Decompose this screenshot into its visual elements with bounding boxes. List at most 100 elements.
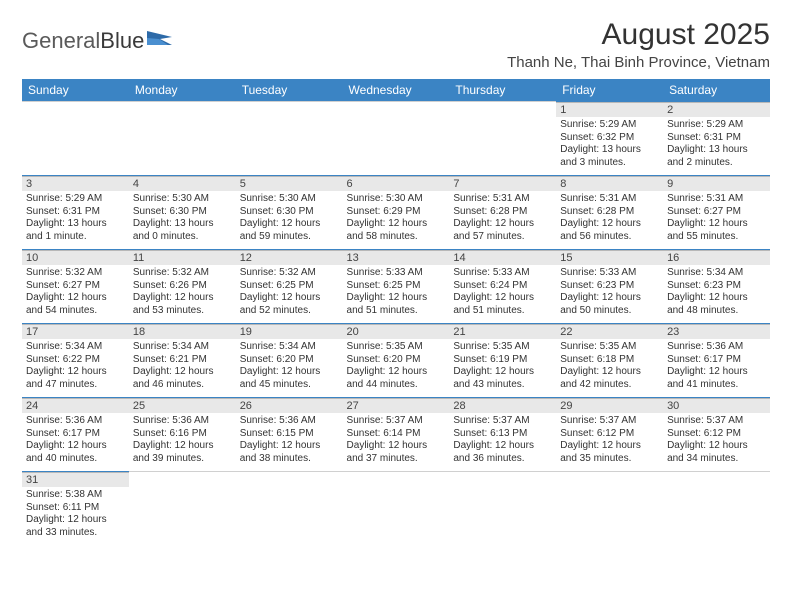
- calendar-day-cell: 18Sunrise: 5:34 AMSunset: 6:21 PMDayligh…: [129, 323, 236, 397]
- daylight2-text: and 35 minutes.: [560, 453, 659, 466]
- calendar-table: SundayMondayTuesdayWednesdayThursdayFrid…: [22, 79, 770, 551]
- calendar-day-cell: [236, 471, 343, 551]
- calendar-week-row: 17Sunrise: 5:34 AMSunset: 6:22 PMDayligh…: [22, 323, 770, 397]
- sunset-text: Sunset: 6:23 PM: [667, 280, 766, 293]
- sunrise-text: Sunrise: 5:33 AM: [347, 267, 446, 280]
- daylight1-text: Daylight: 12 hours: [667, 292, 766, 305]
- daylight2-text: and 59 minutes.: [240, 231, 339, 244]
- sunrise-text: Sunrise: 5:34 AM: [26, 341, 125, 354]
- sunset-text: Sunset: 6:22 PM: [26, 354, 125, 367]
- daylight2-text: and 43 minutes.: [453, 379, 552, 392]
- sunrise-text: Sunrise: 5:37 AM: [453, 415, 552, 428]
- title-block: August 2025 Thanh Ne, Thai Binh Province…: [507, 18, 770, 71]
- daylight1-text: Daylight: 12 hours: [240, 366, 339, 379]
- sunset-text: Sunset: 6:12 PM: [560, 428, 659, 441]
- daylight2-text: and 45 minutes.: [240, 379, 339, 392]
- daylight2-text: and 2 minutes.: [667, 157, 766, 170]
- sunrise-text: Sunrise: 5:32 AM: [133, 267, 232, 280]
- day-number: 1: [556, 102, 663, 117]
- calendar-week-row: 31Sunrise: 5:38 AMSunset: 6:11 PMDayligh…: [22, 471, 770, 551]
- calendar-day-cell: 3Sunrise: 5:29 AMSunset: 6:31 PMDaylight…: [22, 175, 129, 249]
- sunrise-text: Sunrise: 5:37 AM: [347, 415, 446, 428]
- sunset-text: Sunset: 6:20 PM: [240, 354, 339, 367]
- calendar-day-cell: 12Sunrise: 5:32 AMSunset: 6:25 PMDayligh…: [236, 249, 343, 323]
- daylight1-text: Daylight: 12 hours: [347, 218, 446, 231]
- daylight2-text: and 55 minutes.: [667, 231, 766, 244]
- sunset-text: Sunset: 6:18 PM: [560, 354, 659, 367]
- daylight1-text: Daylight: 12 hours: [453, 366, 552, 379]
- sunset-text: Sunset: 6:14 PM: [347, 428, 446, 441]
- daylight1-text: Daylight: 12 hours: [560, 292, 659, 305]
- daylight2-text: and 3 minutes.: [560, 157, 659, 170]
- daylight2-text: and 57 minutes.: [453, 231, 552, 244]
- daylight2-text: and 53 minutes.: [133, 305, 232, 318]
- calendar-day-cell: [343, 471, 450, 551]
- sunrise-text: Sunrise: 5:35 AM: [347, 341, 446, 354]
- daylight1-text: Daylight: 12 hours: [453, 292, 552, 305]
- daylight1-text: Daylight: 12 hours: [133, 366, 232, 379]
- day-number: 25: [129, 398, 236, 413]
- calendar-day-cell: 27Sunrise: 5:37 AMSunset: 6:14 PMDayligh…: [343, 397, 450, 471]
- daylight2-text: and 39 minutes.: [133, 453, 232, 466]
- calendar-day-cell: 2Sunrise: 5:29 AMSunset: 6:31 PMDaylight…: [663, 101, 770, 175]
- daylight1-text: Daylight: 12 hours: [347, 292, 446, 305]
- sunrise-text: Sunrise: 5:36 AM: [240, 415, 339, 428]
- sunrise-text: Sunrise: 5:30 AM: [133, 193, 232, 206]
- day-number: 15: [556, 250, 663, 265]
- sunrise-text: Sunrise: 5:38 AM: [26, 489, 125, 502]
- daylight2-text: and 56 minutes.: [560, 231, 659, 244]
- daylight1-text: Daylight: 12 hours: [560, 440, 659, 453]
- sunset-text: Sunset: 6:25 PM: [347, 280, 446, 293]
- calendar-day-cell: [22, 101, 129, 175]
- sunset-text: Sunset: 6:19 PM: [453, 354, 552, 367]
- daylight1-text: Daylight: 12 hours: [667, 440, 766, 453]
- sunrise-text: Sunrise: 5:37 AM: [667, 415, 766, 428]
- sunrise-text: Sunrise: 5:33 AM: [560, 267, 659, 280]
- day-number: 20: [343, 324, 450, 339]
- logo-part2: Blue: [100, 28, 144, 53]
- daylight1-text: Daylight: 12 hours: [240, 218, 339, 231]
- daylight2-text: and 41 minutes.: [667, 379, 766, 392]
- calendar-day-cell: 20Sunrise: 5:35 AMSunset: 6:20 PMDayligh…: [343, 323, 450, 397]
- weekday-header: Tuesday: [236, 79, 343, 101]
- daylight1-text: Daylight: 12 hours: [453, 218, 552, 231]
- calendar-day-cell: 26Sunrise: 5:36 AMSunset: 6:15 PMDayligh…: [236, 397, 343, 471]
- daylight2-text: and 0 minutes.: [133, 231, 232, 244]
- sunset-text: Sunset: 6:29 PM: [347, 206, 446, 219]
- daylight1-text: Daylight: 12 hours: [667, 218, 766, 231]
- sunrise-text: Sunrise: 5:32 AM: [26, 267, 125, 280]
- sunset-text: Sunset: 6:32 PM: [560, 132, 659, 145]
- sunset-text: Sunset: 6:21 PM: [133, 354, 232, 367]
- weekday-header: Monday: [129, 79, 236, 101]
- calendar-day-cell: 4Sunrise: 5:30 AMSunset: 6:30 PMDaylight…: [129, 175, 236, 249]
- sunset-text: Sunset: 6:13 PM: [453, 428, 552, 441]
- sunset-text: Sunset: 6:20 PM: [347, 354, 446, 367]
- daylight2-text: and 50 minutes.: [560, 305, 659, 318]
- day-number: 23: [663, 324, 770, 339]
- calendar-day-cell: [129, 101, 236, 175]
- daylight1-text: Daylight: 12 hours: [667, 366, 766, 379]
- calendar-day-cell: [663, 471, 770, 551]
- sunset-text: Sunset: 6:28 PM: [560, 206, 659, 219]
- daylight2-text: and 40 minutes.: [26, 453, 125, 466]
- day-number: 9: [663, 176, 770, 191]
- daylight1-text: Daylight: 12 hours: [347, 440, 446, 453]
- daylight2-text: and 42 minutes.: [560, 379, 659, 392]
- weekday-header: Friday: [556, 79, 663, 101]
- calendar-day-cell: 7Sunrise: 5:31 AMSunset: 6:28 PMDaylight…: [449, 175, 556, 249]
- daylight2-text: and 51 minutes.: [453, 305, 552, 318]
- day-number: 13: [343, 250, 450, 265]
- daylight2-text: and 1 minute.: [26, 231, 125, 244]
- day-number: 8: [556, 176, 663, 191]
- sunset-text: Sunset: 6:28 PM: [453, 206, 552, 219]
- sunrise-text: Sunrise: 5:29 AM: [560, 119, 659, 132]
- calendar-day-cell: 23Sunrise: 5:36 AMSunset: 6:17 PMDayligh…: [663, 323, 770, 397]
- sunrise-text: Sunrise: 5:31 AM: [453, 193, 552, 206]
- calendar-day-cell: 30Sunrise: 5:37 AMSunset: 6:12 PMDayligh…: [663, 397, 770, 471]
- header: GeneralBlue August 2025 Thanh Ne, Thai B…: [22, 18, 770, 71]
- calendar-day-cell: [556, 471, 663, 551]
- sunrise-text: Sunrise: 5:34 AM: [133, 341, 232, 354]
- daylight1-text: Daylight: 12 hours: [240, 440, 339, 453]
- daylight1-text: Daylight: 12 hours: [133, 292, 232, 305]
- calendar-day-cell: 29Sunrise: 5:37 AMSunset: 6:12 PMDayligh…: [556, 397, 663, 471]
